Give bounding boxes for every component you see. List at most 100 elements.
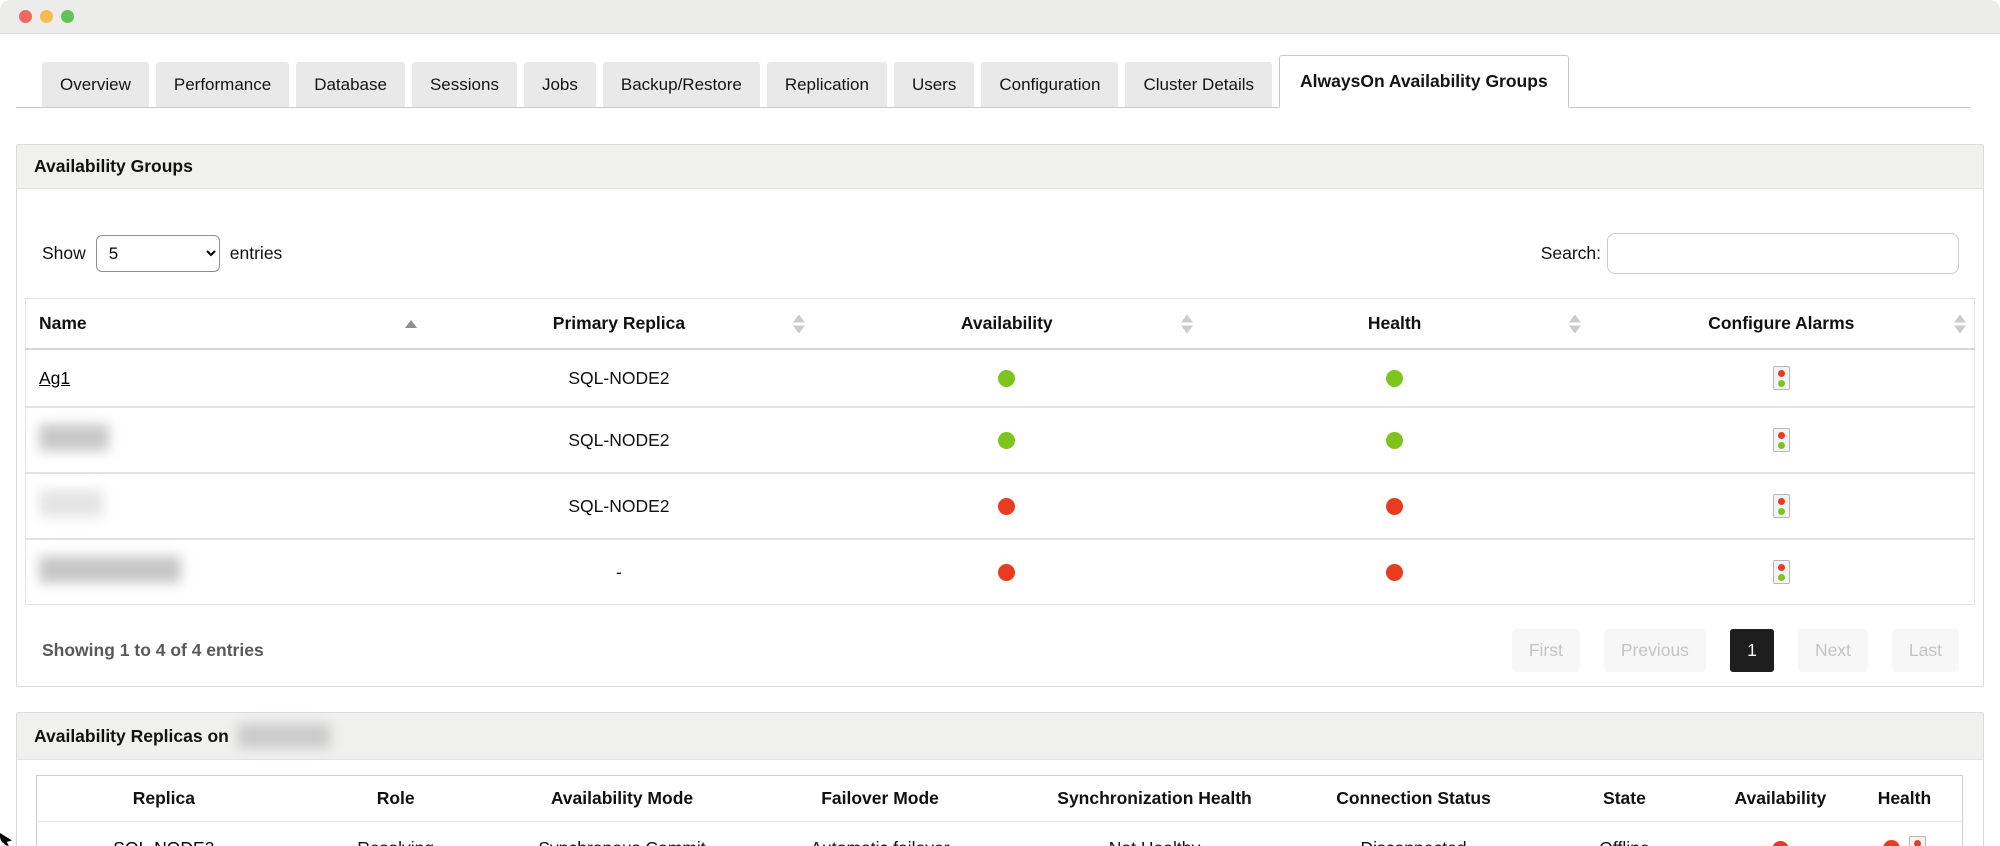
configure-alarms-icon[interactable]: [1772, 428, 1790, 452]
availability-groups-table: Name Primary Replica Availability Health: [25, 298, 1975, 605]
tab-cluster-details[interactable]: Cluster Details: [1125, 62, 1273, 107]
cell-availability: [812, 407, 1201, 474]
column-header-name[interactable]: Name: [25, 298, 426, 350]
cell-primary-replica: SQL-NODE2: [425, 349, 813, 408]
previous-page-button[interactable]: Previous: [1603, 629, 1706, 672]
cell-replica: SQL-NODE2: [37, 822, 291, 846]
red-light-icon: [1777, 431, 1785, 439]
tab-overview[interactable]: Overview: [42, 62, 149, 107]
availability-status-dot: [998, 564, 1016, 582]
configure-alarms-icon[interactable]: [1908, 836, 1926, 846]
redacted-group-name[interactable]: [39, 556, 181, 583]
redacted-server-name: [237, 724, 330, 748]
entries-summary: Showing 1 to 4 of 4 entries: [42, 640, 264, 660]
cell-availability-mode: Synchronous Commit: [501, 822, 744, 846]
configure-alarms-icon[interactable]: [1772, 366, 1790, 390]
entries-label: entries: [229, 243, 283, 263]
close-window-icon[interactable]: [19, 10, 32, 23]
tab-jobs[interactable]: Jobs: [523, 62, 596, 107]
availability-replicas-panel: Availability Replicas on Replica Role Av…: [16, 712, 1984, 846]
tab-sessions[interactable]: Sessions: [411, 62, 517, 107]
show-label: Show: [42, 243, 86, 263]
panel-header: Availability Replicas on: [17, 713, 1983, 760]
tab-configuration[interactable]: Configuration: [981, 62, 1119, 107]
column-header-replica: Replica: [36, 775, 291, 822]
column-header-availability: Availability: [1713, 775, 1847, 822]
configure-alarms-icon[interactable]: [1772, 560, 1790, 584]
cell-availability: [812, 349, 1201, 408]
red-light-icon: [1777, 369, 1785, 377]
first-page-button[interactable]: First: [1511, 629, 1580, 672]
redacted-group-name[interactable]: [39, 490, 103, 517]
tab-bar: Overview Performance Database Sessions Jobs B…: [16, 55, 1970, 108]
cell-name: [25, 473, 426, 540]
column-header-connection-status: Connection Status: [1292, 775, 1535, 822]
green-light-icon: [1777, 573, 1785, 581]
sort-both-icon: [1568, 314, 1581, 333]
tab-users[interactable]: Users: [893, 62, 975, 107]
table-row: Ag1 SQL-NODE2: [25, 349, 1975, 408]
green-light-icon: [1777, 441, 1785, 449]
cell-synchronization-health: Not Healthy: [1017, 822, 1292, 846]
current-page-button[interactable]: 1: [1729, 629, 1774, 672]
column-header-failover-mode: Failover Mode: [743, 775, 1017, 822]
replica-link[interactable]: SQL-NODE2: [113, 838, 214, 846]
replicas-table-body: SQL-NODE2 ResolvingSynchronous CommitAuto…: [37, 822, 1963, 846]
cell-primary-replica: -: [616, 561, 622, 582]
page-size-select[interactable]: 5: [95, 235, 220, 272]
configure-alarms-icon[interactable]: [1772, 494, 1790, 518]
last-page-button[interactable]: Last: [1891, 629, 1959, 672]
column-header-availability[interactable]: Availability: [812, 298, 1201, 350]
table-row: SQL-NODE2: [25, 473, 1975, 540]
tab-replication[interactable]: Replication: [766, 62, 887, 107]
mouse-cursor: [0, 833, 12, 846]
availability-status-dot: [998, 370, 1016, 388]
pagination: First Previous 1 Next Last: [1511, 629, 1959, 672]
table-row: SQL-NODE2: [25, 407, 1975, 474]
column-header-role: Role: [290, 775, 501, 822]
availability-groups-panel: Availability Groups Show 5 entries Searc…: [16, 144, 1984, 687]
column-header-health[interactable]: Health: [1200, 298, 1589, 350]
panel-header: Availability Groups: [17, 145, 1983, 189]
cell-configure-alarms: [1588, 473, 1975, 540]
group-link[interactable]: Ag1: [39, 367, 71, 388]
cell-name: Ag1: [25, 349, 426, 408]
cell-health: [1200, 473, 1589, 540]
tab-backup-restore[interactable]: Backup/Restore: [602, 62, 760, 107]
cell-name: [25, 407, 426, 474]
health-status-dot: [1386, 498, 1404, 516]
tab-performance[interactable]: Performance: [155, 62, 290, 107]
redacted-group-name[interactable]: [39, 424, 109, 451]
red-light-icon: [1913, 839, 1921, 846]
health-status-dot: [1386, 564, 1404, 582]
search-control: Search:: [1541, 233, 1959, 274]
zoom-window-icon[interactable]: [61, 10, 74, 23]
cell-configure-alarms: [1589, 539, 1975, 605]
health-status-dot: [1386, 432, 1404, 450]
cell-role: Resolving: [291, 822, 501, 846]
search-label: Search:: [1540, 243, 1601, 263]
availability-replicas-table: Replica Role Availability Mode Failover …: [36, 775, 1963, 846]
minimize-window-icon[interactable]: [40, 10, 53, 23]
cell-availability: [1714, 822, 1847, 846]
panel-title: Availability Groups: [34, 156, 193, 176]
next-page-button[interactable]: Next: [1797, 629, 1868, 672]
column-header-synchronization-health: Synchronization Health: [1016, 775, 1293, 822]
tab-database[interactable]: Database: [296, 62, 405, 107]
table-footer: Showing 1 to 4 of 4 entries First Previo…: [42, 629, 1959, 686]
panel-title: Availability Replicas on: [34, 725, 229, 746]
sort-both-icon: [1954, 314, 1966, 333]
search-input[interactable]: [1607, 233, 1959, 274]
green-light-icon: [1777, 379, 1785, 387]
health-status-dot: [1882, 839, 1900, 846]
tab-alwayson-availability-groups[interactable]: AlwaysOn Availability Groups: [1279, 55, 1569, 108]
green-light-icon: [1777, 507, 1785, 515]
column-header-primary-replica[interactable]: Primary Replica: [425, 298, 813, 350]
cell-availability: [813, 539, 1201, 605]
cell-failover-mode: Automatic failover: [743, 822, 1016, 846]
column-header-configure-alarms[interactable]: Configure Alarms: [1588, 298, 1975, 350]
page-size-control: Show 5 entries: [42, 235, 282, 272]
cell-health: [1200, 349, 1589, 408]
cell-configure-alarms: [1588, 407, 1975, 474]
